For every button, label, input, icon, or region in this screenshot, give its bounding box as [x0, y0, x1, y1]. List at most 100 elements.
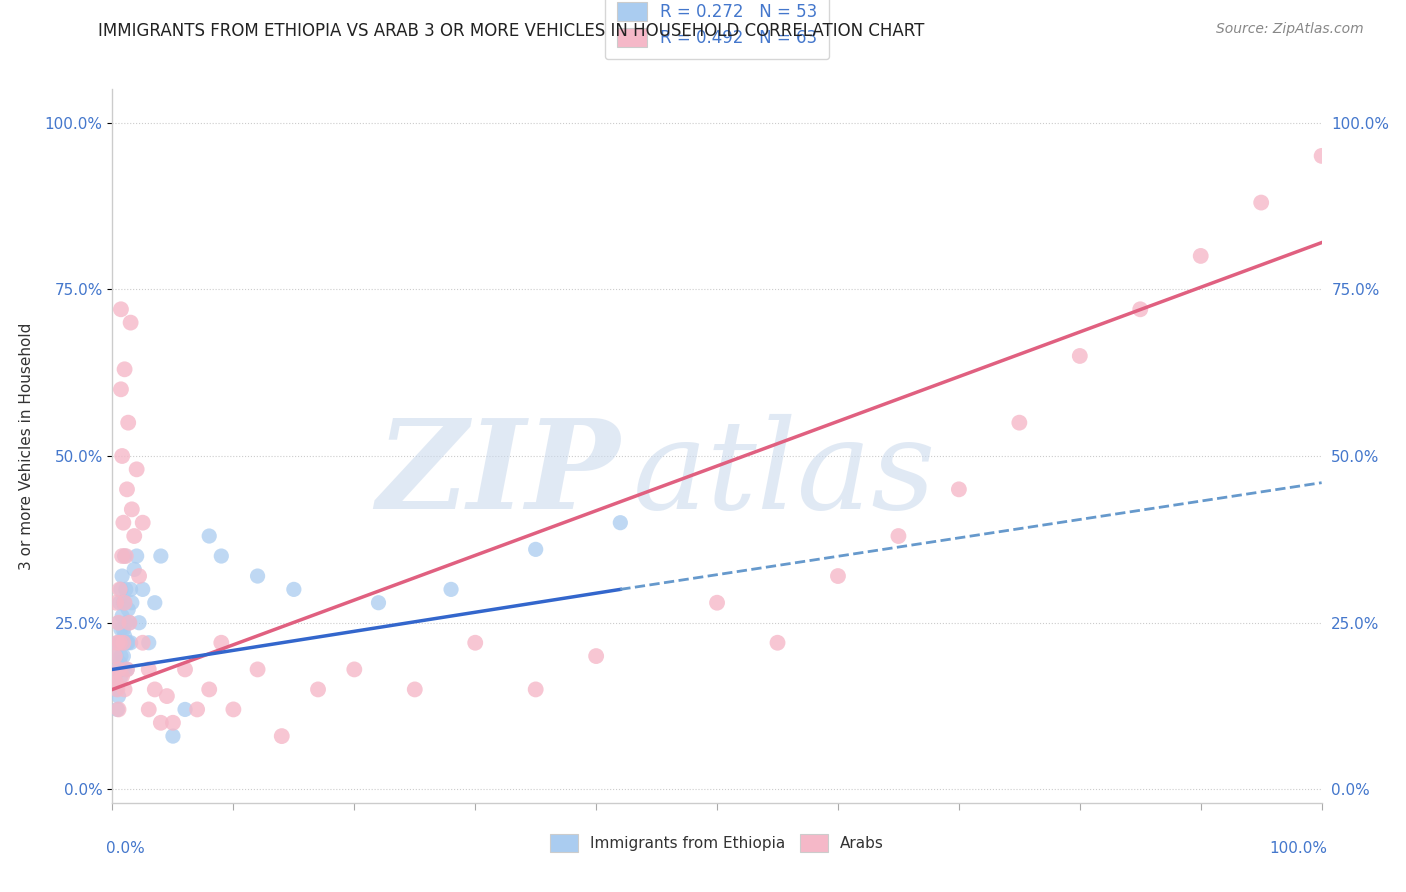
Point	[948, 483, 970, 497]
Point	[114, 615, 136, 630]
Text: 100.0%: 100.0%	[1270, 841, 1327, 855]
Point	[114, 596, 136, 610]
Point	[108, 596, 131, 610]
Point	[117, 636, 139, 650]
Point	[107, 615, 129, 630]
Point	[464, 636, 486, 650]
Point	[198, 529, 221, 543]
Point	[186, 702, 208, 716]
Point	[107, 702, 129, 716]
Point	[115, 662, 138, 676]
Point	[120, 636, 142, 650]
Point	[827, 569, 849, 583]
Point	[120, 582, 142, 597]
Point	[246, 662, 269, 676]
Point	[149, 549, 172, 563]
Point	[105, 636, 128, 650]
Point	[115, 636, 138, 650]
Point	[125, 549, 148, 563]
Point	[114, 582, 136, 597]
Point	[404, 682, 426, 697]
Point	[114, 596, 136, 610]
Point	[121, 596, 143, 610]
Point	[105, 596, 128, 610]
Point	[122, 529, 145, 543]
Point	[108, 656, 131, 670]
Point	[174, 702, 197, 716]
Y-axis label: 3 or more Vehicles in Household: 3 or more Vehicles in Household	[18, 322, 34, 570]
Point	[108, 636, 131, 650]
Point	[143, 596, 166, 610]
Point	[110, 302, 132, 317]
Point	[270, 729, 292, 743]
Point	[111, 669, 134, 683]
Point	[132, 636, 155, 650]
Point	[111, 569, 134, 583]
Point	[104, 649, 127, 664]
Point	[111, 549, 134, 563]
Point	[112, 596, 135, 610]
Point	[115, 483, 138, 497]
Point	[1189, 249, 1212, 263]
Point	[1069, 349, 1091, 363]
Point	[108, 636, 131, 650]
Point	[887, 529, 910, 543]
Point	[143, 682, 166, 697]
Point	[118, 615, 141, 630]
Text: Source: ZipAtlas.com: Source: ZipAtlas.com	[1216, 22, 1364, 37]
Point	[107, 662, 129, 676]
Point	[343, 662, 366, 676]
Point	[138, 702, 160, 716]
Point	[111, 449, 134, 463]
Point	[132, 582, 155, 597]
Point	[107, 689, 129, 703]
Point	[112, 649, 135, 664]
Point	[114, 682, 136, 697]
Point	[105, 675, 128, 690]
Point	[1250, 195, 1272, 210]
Point	[307, 682, 329, 697]
Point	[283, 582, 305, 597]
Point	[111, 636, 134, 650]
Point	[112, 623, 135, 637]
Point	[110, 649, 132, 664]
Point	[122, 562, 145, 576]
Point	[110, 582, 132, 597]
Point	[120, 316, 142, 330]
Point	[110, 669, 132, 683]
Point	[162, 715, 184, 730]
Point	[125, 462, 148, 476]
Point	[367, 596, 389, 610]
Point	[110, 382, 132, 396]
Point	[138, 636, 160, 650]
Point	[132, 516, 155, 530]
Point	[524, 682, 547, 697]
Point	[114, 549, 136, 563]
Point	[110, 623, 132, 637]
Point	[174, 662, 197, 676]
Text: atlas: atlas	[633, 414, 936, 535]
Point	[107, 662, 129, 676]
Point	[112, 636, 135, 650]
Point	[128, 615, 150, 630]
Point	[149, 715, 172, 730]
Text: ZIP: ZIP	[377, 414, 620, 535]
Point	[111, 609, 134, 624]
Legend: Immigrants from Ethiopia, Arabs: Immigrants from Ethiopia, Arabs	[543, 827, 891, 859]
Text: IMMIGRANTS FROM ETHIOPIA VS ARAB 3 OR MORE VEHICLES IN HOUSEHOLD CORRELATION CHA: IMMIGRANTS FROM ETHIOPIA VS ARAB 3 OR MO…	[98, 22, 925, 40]
Point	[118, 615, 141, 630]
Point	[111, 662, 134, 676]
Point	[117, 602, 139, 616]
Point	[115, 662, 138, 676]
Point	[114, 549, 136, 563]
Point	[108, 582, 131, 597]
Point	[162, 729, 184, 743]
Point	[117, 416, 139, 430]
Point	[138, 662, 160, 676]
Point	[585, 649, 607, 664]
Point	[105, 649, 128, 664]
Point	[105, 682, 128, 697]
Point	[105, 702, 128, 716]
Point	[112, 516, 135, 530]
Point	[114, 362, 136, 376]
